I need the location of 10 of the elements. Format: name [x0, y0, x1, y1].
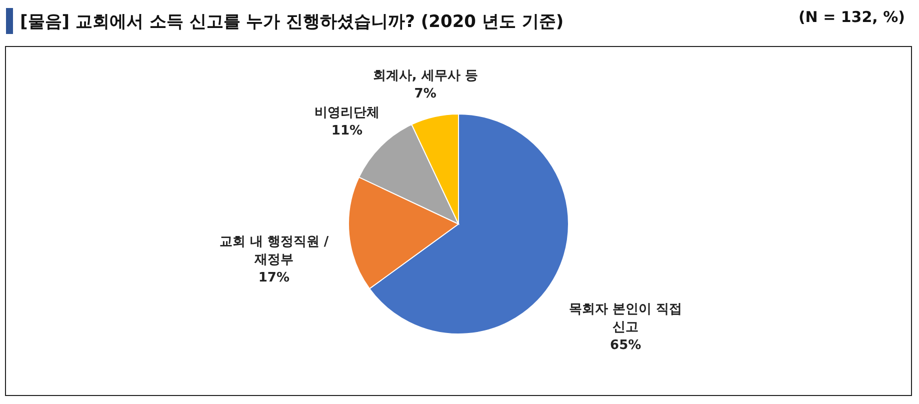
data-label: 7%	[414, 86, 436, 102]
data-label: 17%	[258, 270, 290, 286]
slice-label: 교회 내 행정직원 / 재정부	[219, 234, 329, 268]
slice-label: 목회자 본인이 직접 신고	[569, 302, 682, 336]
data-label: 11%	[331, 123, 363, 138]
data-label: 65%	[610, 338, 642, 354]
slice-label: 비영리단체	[314, 105, 380, 120]
text: (N = 132, %)	[798, 8, 905, 26]
chart-title: [물음] 교회에서 소득 신고를 누가 진행하셨습니까? (2020 년도 기준)	[20, 11, 564, 33]
slice-label: 회계사, 세무사 등	[372, 68, 478, 84]
